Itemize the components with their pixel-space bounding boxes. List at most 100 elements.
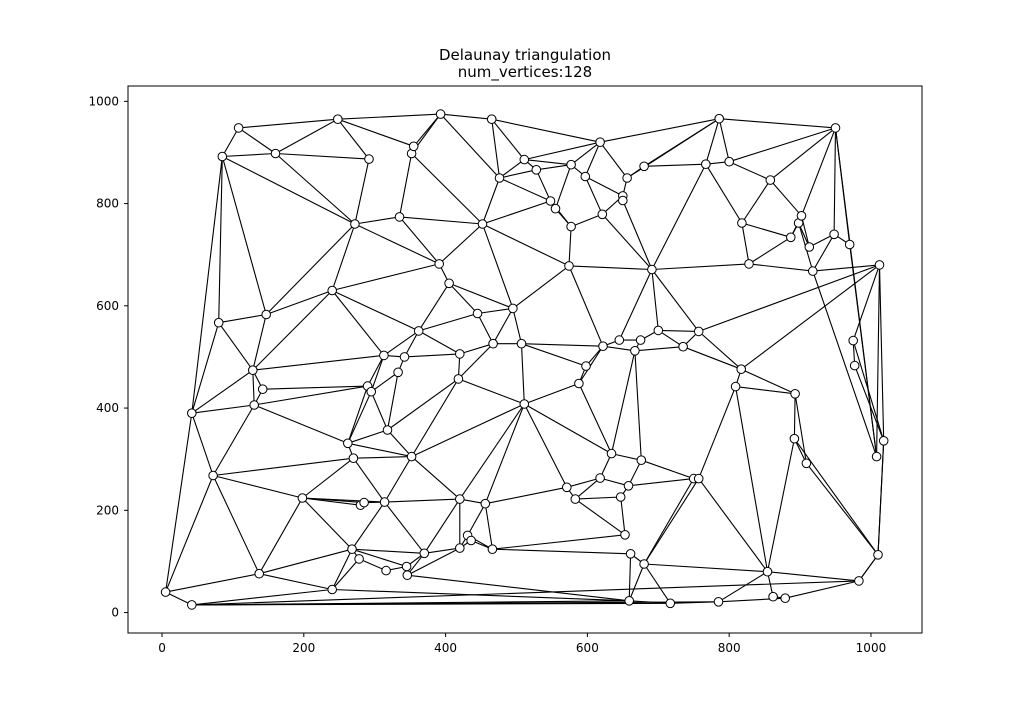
vertex-point: [713, 597, 724, 607]
vertex-point: [618, 195, 628, 206]
triangulation-edge: [354, 158, 370, 225]
triangulation-edge: [387, 429, 413, 457]
vertex-point: [531, 165, 542, 175]
vertex-point: [620, 530, 630, 540]
vertex-point: [550, 203, 561, 214]
triangulation-edge: [574, 477, 601, 500]
triangulation-edge: [351, 501, 386, 550]
triangulation-edge: [492, 308, 514, 344]
vertex-point: [730, 381, 741, 392]
triangulation-edge: [578, 383, 612, 454]
vertex-point: [595, 473, 605, 483]
triangulation-edge: [833, 127, 837, 235]
triangulation-edge: [651, 263, 750, 271]
vertex-point: [333, 114, 343, 124]
triangulation-edge: [512, 265, 570, 309]
vertex-point: [854, 576, 864, 586]
vertex-point: [566, 159, 576, 170]
vertex-point: [647, 264, 657, 275]
triangulation-edge: [252, 314, 267, 371]
triangulation-edge: [512, 308, 523, 344]
triangulation-edge: [766, 438, 795, 572]
triangulation-edge: [735, 386, 796, 395]
triangulation-edge: [477, 307, 513, 315]
triangulation-edge: [718, 571, 768, 603]
triangulation-edge: [657, 329, 684, 348]
vertex-point: [413, 326, 424, 336]
triangulation-edge: [643, 118, 720, 167]
triangulation-edge: [221, 127, 240, 157]
triangulation-edge: [370, 391, 389, 431]
triangulation-edge: [386, 372, 399, 431]
triangulation-edge: [644, 163, 706, 167]
vertex-point: [435, 109, 446, 119]
triangulation-edge: [212, 474, 303, 499]
triangulation-edge: [570, 213, 603, 228]
triangulation-edge: [252, 290, 333, 371]
triangulation-edge: [634, 350, 642, 461]
vertex-point: [419, 548, 430, 559]
triangulation-edge: [351, 548, 425, 554]
vertex-point: [639, 559, 649, 569]
triangulation-edge: [458, 378, 525, 405]
triangulation-edge: [332, 588, 630, 602]
vertex-point: [359, 497, 369, 508]
triangulation-edge: [741, 179, 771, 224]
y-tick-label: 800: [96, 197, 119, 211]
triangulation-edge: [423, 498, 461, 554]
vertex-point: [187, 600, 197, 610]
triangulation-edge: [852, 340, 885, 441]
vertex-point: [297, 493, 308, 503]
y-tick-label: 0: [111, 606, 119, 620]
vertex-point: [366, 386, 377, 397]
vertex-point: [597, 209, 608, 220]
vertex-point: [217, 151, 228, 162]
vertex-point: [830, 123, 841, 133]
triangulation-edge: [411, 378, 459, 457]
triangulation-edge: [218, 322, 254, 371]
triangulation-edge: [332, 263, 440, 292]
triangulation-edge: [524, 159, 572, 166]
vertex-point: [519, 399, 530, 409]
vertex-point: [595, 137, 605, 147]
triangulation-edge: [628, 478, 694, 487]
vertex-point: [625, 549, 636, 559]
vertex-point: [381, 565, 391, 576]
triangulation-edge: [523, 403, 568, 488]
triangulation-edge: [191, 588, 333, 606]
triangulation-edge: [331, 548, 353, 590]
triangulation-edge: [165, 591, 193, 606]
vertex-point: [653, 325, 664, 336]
vertex-point: [402, 570, 413, 581]
triangulation-edge: [404, 353, 460, 358]
triangulation-edge: [854, 365, 885, 441]
triangulation-edge: [191, 413, 214, 476]
vertex-point: [580, 171, 591, 182]
vertex-point: [347, 544, 357, 555]
triangulation-edge: [347, 391, 372, 444]
triangulation-edge: [218, 156, 223, 323]
vertex-point: [254, 568, 265, 579]
triangulation-edge: [585, 176, 624, 197]
vertex-point: [623, 481, 634, 491]
vertex-point: [808, 266, 818, 276]
vertex-point: [343, 438, 353, 449]
triangulation-edge: [383, 330, 420, 356]
vertex-point: [519, 154, 530, 165]
triangulation-edge: [741, 222, 791, 238]
triangulation-edge: [191, 369, 254, 414]
triangulation-edge: [222, 152, 276, 158]
vertex-point: [455, 349, 465, 359]
chart-title: Delaunay triangulation: [439, 46, 611, 64]
triangulation-edge: [698, 330, 742, 370]
triangulation-edge: [212, 404, 255, 476]
vertex-point: [160, 587, 171, 597]
vertex-point: [364, 154, 374, 164]
vertex-point: [562, 482, 572, 493]
triangulation-edge: [643, 563, 671, 604]
triangulation-edge: [191, 580, 859, 606]
vertex-point: [598, 341, 608, 352]
triangulation-edge: [812, 264, 880, 272]
vertex-point: [187, 408, 197, 419]
